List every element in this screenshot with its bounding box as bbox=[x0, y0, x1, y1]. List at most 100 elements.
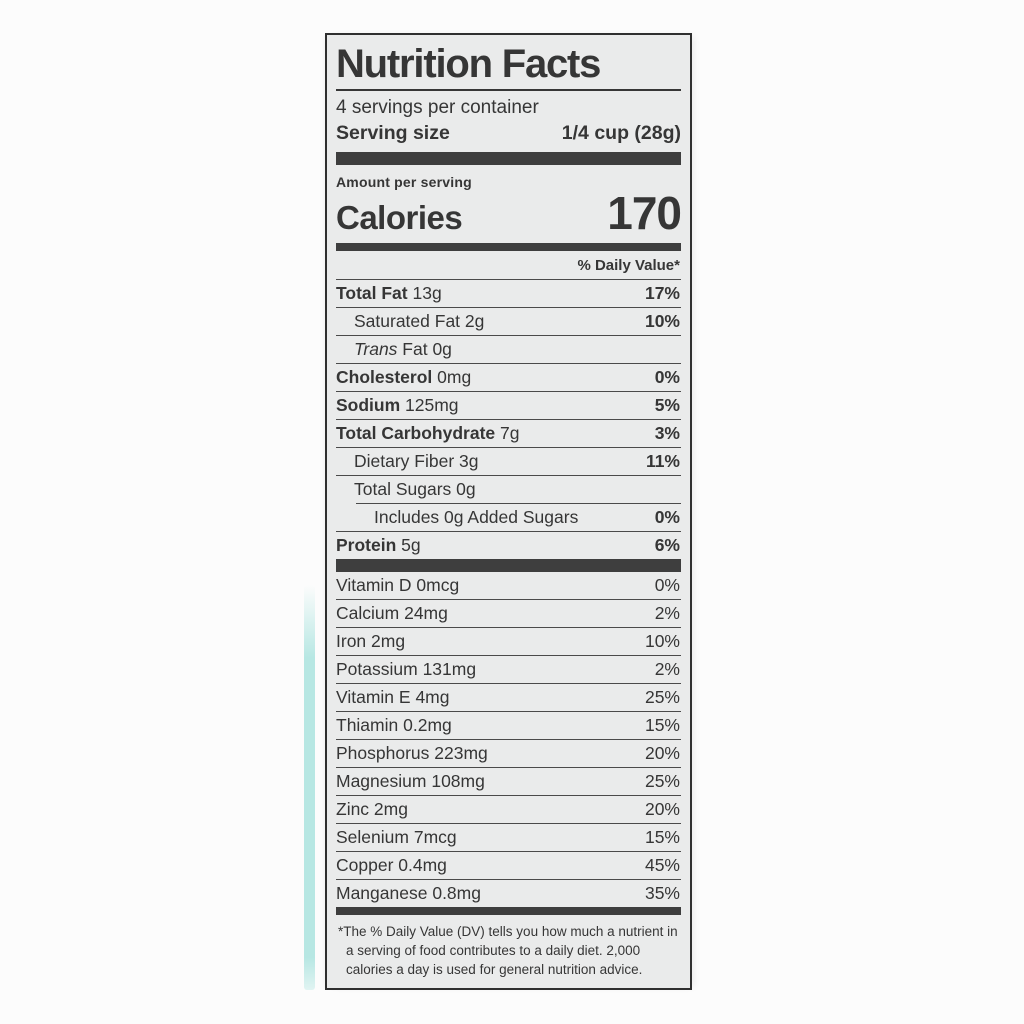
nutrient-text: Includes 0g Added Sugars bbox=[356, 508, 578, 527]
nutrient-daily-value: 0% bbox=[654, 367, 680, 387]
nutrient-daily-value: 5% bbox=[654, 395, 680, 415]
nutrient-row: Thiamin 0.2mg 15% bbox=[336, 711, 681, 739]
nutrient-amount: 24mg bbox=[399, 603, 448, 623]
nutrient-name: Magnesium bbox=[336, 771, 427, 791]
serving-size-row: Serving size 1/4 cup (28g) bbox=[336, 119, 681, 152]
nutrient-daily-value: 6% bbox=[654, 535, 680, 555]
nutrient-amount: 3g bbox=[454, 451, 479, 471]
nutrient-text: Zinc 2mg bbox=[336, 800, 408, 819]
nutrient-amount: 7mcg bbox=[408, 827, 457, 847]
nutrient-row: Protein 5g 6% bbox=[336, 531, 681, 559]
nutrient-daily-value: 3% bbox=[654, 423, 680, 443]
nutrient-text: Total Fat 13g bbox=[336, 284, 442, 303]
nutrient-text: Iron 2mg bbox=[336, 632, 405, 651]
nutrient-name: Manganese bbox=[336, 883, 428, 903]
nutrient-name: Vitamin D bbox=[336, 575, 412, 595]
nutrient-name: Sodium bbox=[336, 395, 401, 415]
nutrition-facts-label: Nutrition Facts 4 servings per container… bbox=[325, 33, 692, 990]
label-title: Nutrition Facts bbox=[336, 40, 681, 91]
nutrient-row: Iron 2mg 10% bbox=[336, 627, 681, 655]
nutrient-amount: 223mg bbox=[429, 743, 488, 763]
nutrient-amount: 131mg bbox=[417, 659, 477, 679]
nutrient-text: Thiamin 0.2mg bbox=[336, 716, 452, 735]
nutrient-name: Saturated Fat bbox=[354, 311, 461, 331]
package-edge-strip bbox=[304, 585, 315, 990]
servings-per-container: 4 servings per container bbox=[336, 97, 539, 118]
nutrient-text: Cholesterol 0mg bbox=[336, 368, 471, 387]
nutrient-name: Vitamin E bbox=[336, 687, 411, 707]
footnote: *The % Daily Value (DV) tells you how mu… bbox=[338, 924, 678, 977]
nutrient-daily-value: 10% bbox=[644, 311, 680, 331]
nutrient-name: Zinc bbox=[336, 799, 370, 819]
nutrient-daily-value: 20% bbox=[644, 799, 680, 819]
calories-value: 170 bbox=[607, 187, 682, 239]
nutrient-daily-value: 45% bbox=[644, 855, 680, 875]
nutrient-name: Total Fat bbox=[336, 283, 408, 303]
nutrient-row: Calcium 24mg 2% bbox=[336, 599, 681, 627]
daily-value-header: % Daily Value* bbox=[577, 257, 680, 274]
nutrient-text: Vitamin D 0mcg bbox=[336, 576, 459, 595]
nutrient-row: Manganese 0.8mg 35% bbox=[336, 879, 681, 907]
nutrient-daily-value: 2% bbox=[654, 603, 680, 623]
nutrient-amount: 0.8mg bbox=[427, 883, 481, 903]
serving-size-value: 1/4 cup (28g) bbox=[561, 122, 681, 144]
nutrient-text: Copper 0.4mg bbox=[336, 856, 447, 875]
nutrient-text: Total Sugars 0g bbox=[336, 480, 476, 499]
nutrient-row: Sodium 125mg 5% bbox=[336, 391, 681, 419]
nutrient-text: Dietary Fiber 3g bbox=[336, 452, 479, 471]
separator-bar-medium-footnote bbox=[336, 907, 681, 915]
nutrient-daily-value: 25% bbox=[644, 771, 680, 791]
nutrient-name: Phosphorus bbox=[336, 743, 430, 763]
nutrient-row: Total Sugars 0g bbox=[336, 475, 681, 503]
nutrient-amount: 4mg bbox=[410, 687, 450, 707]
nutrient-row: Phosphorus 223mg 20% bbox=[336, 739, 681, 767]
nutrient-amount: 108mg bbox=[426, 771, 485, 791]
nutrient-row: Saturated Fat 2g 10% bbox=[336, 307, 681, 335]
nutrient-amount: 0g bbox=[451, 479, 476, 499]
nutrient-daily-value: 0% bbox=[654, 575, 680, 595]
nutrient-text: Magnesium 108mg bbox=[336, 772, 485, 791]
nutrient-row: Potassium 131mg 2% bbox=[336, 655, 681, 683]
nutrient-row: Cholesterol 0mg 0% bbox=[336, 363, 681, 391]
nutrient-daily-value: 15% bbox=[644, 827, 680, 847]
nutrient-daily-value: 0% bbox=[654, 507, 680, 527]
nutrient-text: Calcium 24mg bbox=[336, 604, 448, 623]
nutrient-amount: 0mg bbox=[432, 367, 472, 387]
nutrients-section: Total Fat 13g 17% Saturated Fat 2g 10% T… bbox=[336, 279, 681, 559]
nutrient-name: Trans bbox=[354, 339, 398, 359]
nutrient-amount: 5g bbox=[396, 535, 421, 555]
nutrient-row: Vitamin E 4mg 25% bbox=[336, 683, 681, 711]
separator-bar-thick-bottom bbox=[336, 559, 681, 572]
nutrient-name: Cholesterol bbox=[336, 367, 433, 387]
nutrient-name: Potassium bbox=[336, 659, 418, 679]
micronutrients-section: Vitamin D 0mcg 0% Calcium 24mg 2% Iron 2… bbox=[336, 572, 681, 907]
nutrient-daily-value: 25% bbox=[644, 687, 680, 707]
nutrient-daily-value: 2% bbox=[654, 659, 680, 679]
nutrient-amount: 0.2mg bbox=[398, 715, 452, 735]
nutrient-daily-value: 20% bbox=[644, 743, 680, 763]
nutrient-text: Phosphorus 223mg bbox=[336, 744, 488, 763]
nutrient-name: Dietary Fiber bbox=[354, 451, 455, 471]
nutrient-daily-value: 35% bbox=[644, 883, 680, 903]
nutrient-name: Copper bbox=[336, 855, 394, 875]
nutrient-amount: 7g bbox=[495, 423, 520, 443]
nutrient-amount: 125mg bbox=[400, 395, 459, 415]
nutrient-row: Total Carbohydrate 7g 3% bbox=[336, 419, 681, 447]
nutrient-amount: Fat 0g bbox=[397, 339, 452, 359]
nutrient-row: Magnesium 108mg 25% bbox=[336, 767, 681, 795]
nutrient-text: Manganese 0.8mg bbox=[336, 884, 481, 903]
nutrient-text: Trans Fat 0g bbox=[336, 340, 452, 359]
calories-label: Calories bbox=[336, 199, 463, 236]
separator-bar-thick-top bbox=[336, 152, 681, 165]
nutrient-amount: 0.4mg bbox=[393, 855, 447, 875]
nutrient-name: Protein bbox=[336, 535, 397, 555]
nutrient-text: Protein 5g bbox=[336, 536, 421, 555]
nutrient-amount: 13g bbox=[407, 283, 442, 303]
nutrient-text: Selenium 7mcg bbox=[336, 828, 457, 847]
nutrient-row: Copper 0.4mg 45% bbox=[336, 851, 681, 879]
separator-bar-medium-calories bbox=[336, 243, 681, 251]
nutrient-row: Zinc 2mg 20% bbox=[336, 795, 681, 823]
nutrient-daily-value: 15% bbox=[644, 715, 680, 735]
nutrient-amount: 0mcg bbox=[411, 575, 460, 595]
nutrient-daily-value: 10% bbox=[644, 631, 680, 651]
